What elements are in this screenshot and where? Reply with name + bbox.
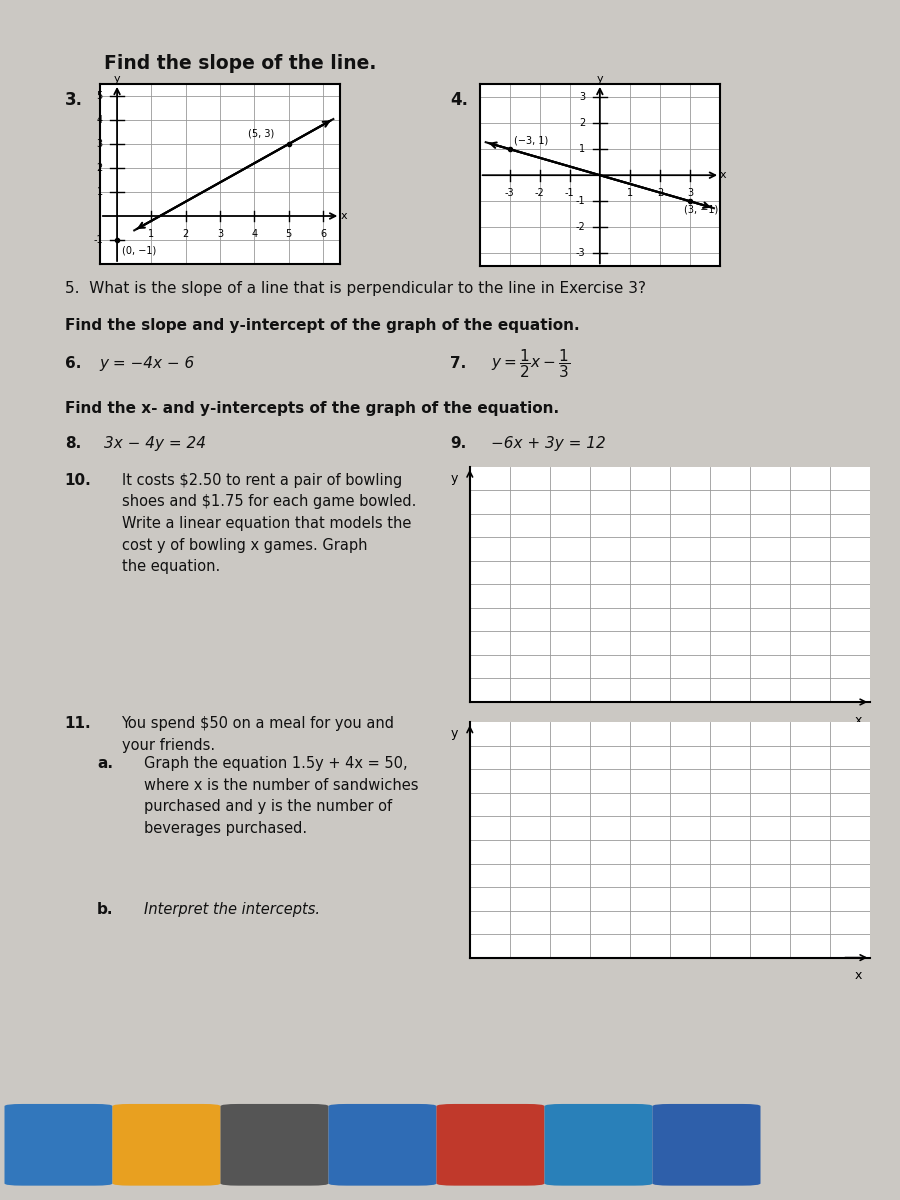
Text: 2: 2 [183,228,189,239]
Text: 2: 2 [580,118,585,128]
Text: Find the slope of the line.: Find the slope of the line. [104,54,376,73]
Text: It costs $2.50 to rent a pair of bowling
shoes and $1.75 for each game bowled.
W: It costs $2.50 to rent a pair of bowling… [122,473,416,575]
Text: x: x [855,714,862,727]
Text: y = −4x − 6: y = −4x − 6 [99,356,194,372]
Text: Find the slope and y-intercept of the graph of the equation.: Find the slope and y-intercept of the gr… [65,318,580,332]
Text: -1: -1 [565,188,574,198]
Text: x: x [340,211,346,221]
FancyBboxPatch shape [652,1104,760,1186]
Text: 3: 3 [217,228,223,239]
Text: 1: 1 [580,144,585,154]
Text: 6.: 6. [65,356,81,372]
Text: 8.: 8. [65,436,81,450]
Text: 3: 3 [580,92,585,102]
Text: -1: -1 [576,197,585,206]
Text: 1: 1 [626,188,633,198]
Text: -2: -2 [535,188,544,198]
FancyBboxPatch shape [436,1104,544,1186]
FancyBboxPatch shape [4,1104,112,1186]
Text: (0, −1): (0, −1) [122,245,157,256]
Text: 1: 1 [96,187,103,197]
Text: Interpret the intercepts.: Interpret the intercepts. [144,902,320,917]
Text: 3: 3 [687,188,693,198]
Text: -3: -3 [576,248,585,258]
Text: x: x [855,970,862,983]
Text: −6x + 3y = 12: −6x + 3y = 12 [491,436,605,450]
Text: 4: 4 [96,115,103,125]
Text: $y = \dfrac{1}{2}x - \dfrac{1}{3}$: $y = \dfrac{1}{2}x - \dfrac{1}{3}$ [491,347,570,379]
Text: y: y [450,727,458,740]
FancyBboxPatch shape [544,1104,652,1186]
Text: 3x − 4y = 24: 3x − 4y = 24 [104,436,205,450]
FancyBboxPatch shape [112,1104,220,1186]
Text: y: y [450,472,458,485]
Text: 9.: 9. [450,436,466,450]
Text: -2: -2 [576,222,585,233]
FancyBboxPatch shape [328,1104,436,1186]
Text: -1: -1 [93,235,103,245]
FancyBboxPatch shape [220,1104,328,1186]
Text: y: y [113,74,121,84]
Text: 10.: 10. [65,473,92,487]
Text: 2: 2 [96,163,103,173]
Text: Find the x- and y-intercepts of the graph of the equation.: Find the x- and y-intercepts of the grap… [65,401,559,415]
Text: (−3, 1): (−3, 1) [514,136,548,146]
Text: -3: -3 [505,188,515,198]
Text: 1: 1 [148,228,155,239]
Text: You spend $50 on a meal for you and
your friends.: You spend $50 on a meal for you and your… [122,716,394,754]
Text: (5, 3): (5, 3) [248,128,274,139]
Text: 11.: 11. [65,716,92,731]
Text: Graph the equation 1.5y + 4x = 50,
where x is the number of sandwiches
purchased: Graph the equation 1.5y + 4x = 50, where… [144,756,419,835]
Text: 7.: 7. [450,356,466,372]
Text: 2: 2 [657,188,663,198]
Text: b.: b. [97,902,113,917]
Text: 3: 3 [96,139,103,149]
Text: a.: a. [97,756,113,770]
Text: (3, −1): (3, −1) [684,205,718,215]
Text: 4: 4 [251,228,257,239]
Text: y: y [597,74,603,84]
Text: x: x [720,170,726,180]
Text: 3.: 3. [65,91,83,109]
Text: 4.: 4. [450,91,468,109]
Text: 6: 6 [320,228,326,239]
Text: 5.  What is the slope of a line that is perpendicular to the line in Exercise 3?: 5. What is the slope of a line that is p… [65,281,646,295]
Text: 5: 5 [96,91,103,101]
Text: 5: 5 [285,228,292,239]
